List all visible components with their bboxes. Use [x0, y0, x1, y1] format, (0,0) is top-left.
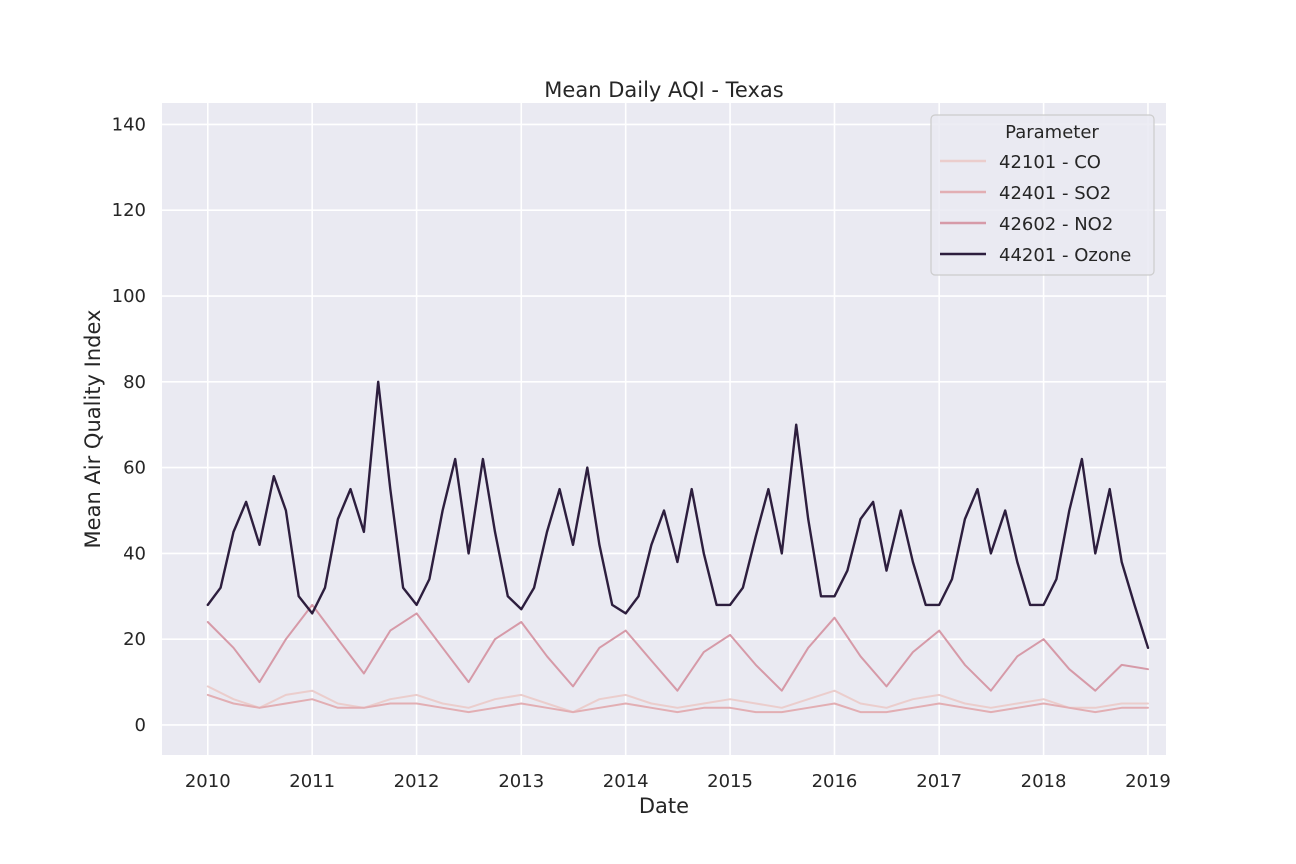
series-line: [206, 693, 1149, 714]
legend-label: 42602 - NO2: [999, 214, 1113, 235]
legend-title: Parameter: [1005, 122, 1099, 143]
y-axis-label: Mean Air Quality Index: [81, 310, 105, 549]
y-tick-label: 100: [112, 286, 146, 307]
legend-frame: [930, 114, 1155, 276]
y-tick-label: 120: [112, 200, 146, 221]
y-tick-label: 60: [123, 458, 146, 479]
x-tick-label: 2019: [1125, 771, 1171, 792]
y-tick-label: 140: [112, 114, 146, 135]
legend-label: 42101 - CO: [999, 152, 1101, 173]
x-axis-tick-labels: 2010 2011 2012 2013 2014 2015 2016 2017 2018 2019: [185, 771, 1171, 792]
y-tick-label: 80: [123, 372, 146, 393]
legend-label: 42401 - SO2: [999, 183, 1111, 204]
series-line: [206, 380, 1150, 649]
x-tick-label: 2016: [812, 771, 858, 792]
x-tick-label: 2014: [603, 771, 649, 792]
legend-label: 44201 - Ozone: [999, 245, 1131, 266]
x-tick-label: 2017: [916, 771, 962, 792]
x-axis-label: Date: [639, 794, 689, 818]
x-tick-label: 2018: [1021, 771, 1067, 792]
y-tick-label: 0: [135, 715, 146, 736]
y-tick-label: 40: [123, 543, 146, 564]
chart-title: Mean Daily AQI - Texas: [544, 78, 783, 102]
x-tick-label: 2010: [185, 771, 231, 792]
x-tick-label: 2011: [289, 771, 335, 792]
legend: Parameter 42101 - CO 42401 - SO2 42602 - N…: [930, 114, 1155, 276]
series-layer: [206, 380, 1150, 714]
grid-lines: [162, 103, 1166, 755]
x-tick-label: 2015: [707, 771, 753, 792]
y-axis-tick-labels: 0 20 40 60 80 100 120 140: [112, 114, 146, 736]
x-tick-label: 2012: [394, 771, 440, 792]
x-tick-label: 2013: [498, 771, 544, 792]
series-line: [206, 603, 1149, 692]
y-tick-label: 20: [123, 629, 146, 650]
